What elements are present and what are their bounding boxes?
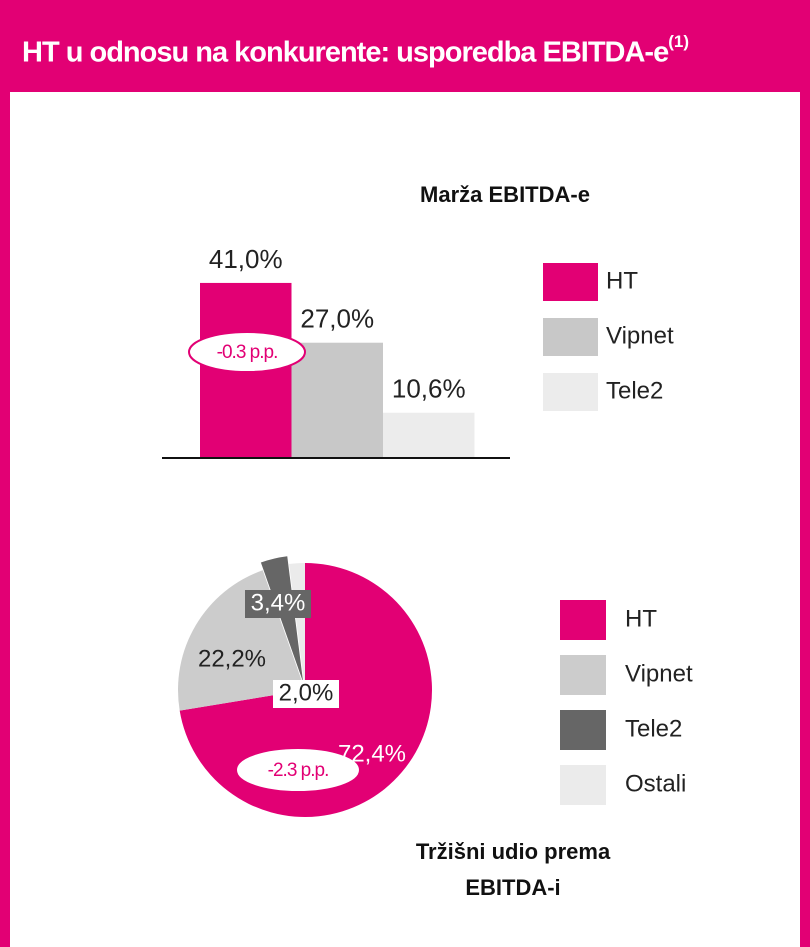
value-label: 22,2%	[198, 645, 266, 672]
legend-swatch	[560, 655, 606, 695]
value-label: 27,0%	[300, 304, 374, 334]
header: HT u odnosu na konkurente: usporedba EBI…	[0, 0, 810, 92]
annotation: -0.3 p.p.	[217, 342, 278, 363]
legend-swatch	[543, 373, 598, 411]
legend-swatch	[543, 318, 598, 356]
pie-slice	[260, 556, 304, 683]
legend-swatch	[560, 765, 606, 805]
right-border	[800, 92, 810, 947]
legend-swatch	[543, 263, 598, 301]
annotation-badge	[188, 331, 306, 373]
header-title: HT u odnosu na konkurente: usporedba EBI…	[22, 36, 669, 69]
value-label: 3,4%	[251, 589, 306, 616]
bar	[291, 342, 383, 458]
value-label: 41,0%	[209, 244, 283, 274]
legend-label: Tele2	[606, 377, 663, 404]
label-box	[273, 680, 339, 708]
legend-swatch	[560, 710, 606, 750]
bar-chart-title: Marža EBITDA-e	[420, 182, 590, 207]
annotation: -2.3 p.p.	[268, 760, 329, 781]
bar	[383, 412, 475, 458]
value-label: 10,6%	[392, 374, 466, 404]
legend-label: HT	[625, 605, 657, 632]
legend-swatch	[560, 600, 606, 640]
pie-chart-title: Tržišni udio prema EBITDA-i	[415, 839, 611, 900]
legend-label: Tele2	[625, 715, 682, 742]
value-label: 2,0%	[279, 679, 334, 706]
legend-label: HT	[606, 267, 638, 294]
footnote-mark: (1)	[668, 32, 689, 51]
left-border	[0, 92, 10, 947]
legend-label: Ostali	[625, 770, 686, 797]
legend-label: Vipnet	[625, 660, 693, 687]
legend-label: Vipnet	[606, 322, 674, 349]
annotation-badge	[237, 749, 359, 791]
label-box	[245, 590, 311, 618]
